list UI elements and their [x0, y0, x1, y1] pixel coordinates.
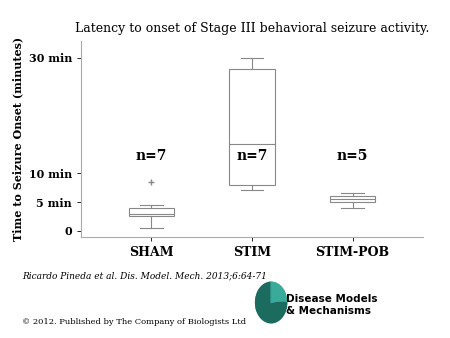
Wedge shape	[266, 308, 284, 320]
Text: Ricardo Pineda et al. Dis. Model. Mech. 2013;6:64-71: Ricardo Pineda et al. Dis. Model. Mech. …	[22, 272, 267, 281]
PathPatch shape	[330, 196, 375, 202]
Circle shape	[256, 282, 287, 323]
Y-axis label: Time to Seizure Onset (minutes): Time to Seizure Onset (minutes)	[12, 37, 23, 241]
Title: Latency to onset of Stage III behavioral seizure activity.: Latency to onset of Stage III behavioral…	[75, 22, 429, 35]
PathPatch shape	[129, 208, 174, 216]
Wedge shape	[256, 282, 271, 309]
PathPatch shape	[230, 69, 274, 185]
Wedge shape	[271, 282, 286, 303]
Wedge shape	[256, 303, 287, 323]
Text: © 2012. Published by The Company of Biologists Ltd: © 2012. Published by The Company of Biol…	[22, 318, 247, 327]
Text: n=7: n=7	[236, 149, 268, 163]
Text: n=7: n=7	[136, 149, 167, 163]
Text: Disease Models
& Mechanisms: Disease Models & Mechanisms	[286, 294, 377, 316]
Text: n=5: n=5	[337, 149, 368, 163]
